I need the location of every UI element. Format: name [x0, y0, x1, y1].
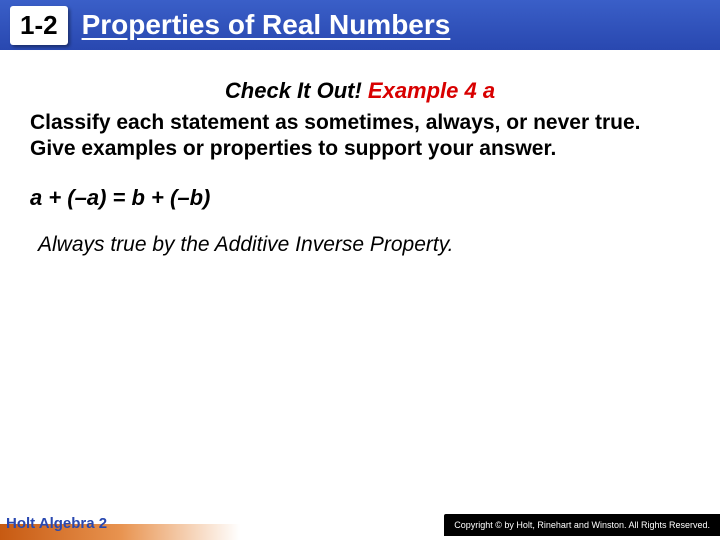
footer-left: Holt Algebra 2	[0, 512, 120, 540]
subtitle: Check It Out! Example 4 a	[30, 78, 690, 104]
slide-content: Check It Out! Example 4 a Classify each …	[0, 50, 720, 257]
header-title: Properties of Real Numbers	[82, 9, 451, 41]
footer-book-label: Holt Algebra 2	[6, 515, 107, 532]
equation-text: a + (–a) = b + (–b)	[30, 185, 690, 211]
answer-text: Always true by the Additive Inverse Prop…	[30, 233, 690, 257]
footer-copyright: Copyright © by Holt, Rinehart and Winsto…	[444, 514, 720, 536]
section-badge: 1-2	[10, 6, 68, 45]
instruction-text: Classify each statement as sometimes, al…	[30, 110, 690, 163]
footer: Holt Algebra 2 Copyright © by Holt, Rine…	[0, 512, 720, 540]
subtitle-example: Example 4 a	[368, 78, 495, 103]
subtitle-prefix: Check It Out!	[225, 78, 368, 103]
copyright-text: Copyright © by Holt, Rinehart and Winsto…	[454, 520, 710, 530]
header-bar: 1-2 Properties of Real Numbers	[0, 0, 720, 50]
